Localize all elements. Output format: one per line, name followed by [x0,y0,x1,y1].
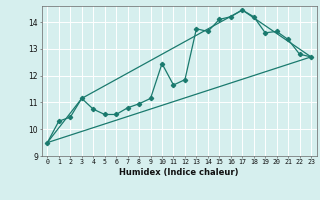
X-axis label: Humidex (Indice chaleur): Humidex (Indice chaleur) [119,168,239,177]
